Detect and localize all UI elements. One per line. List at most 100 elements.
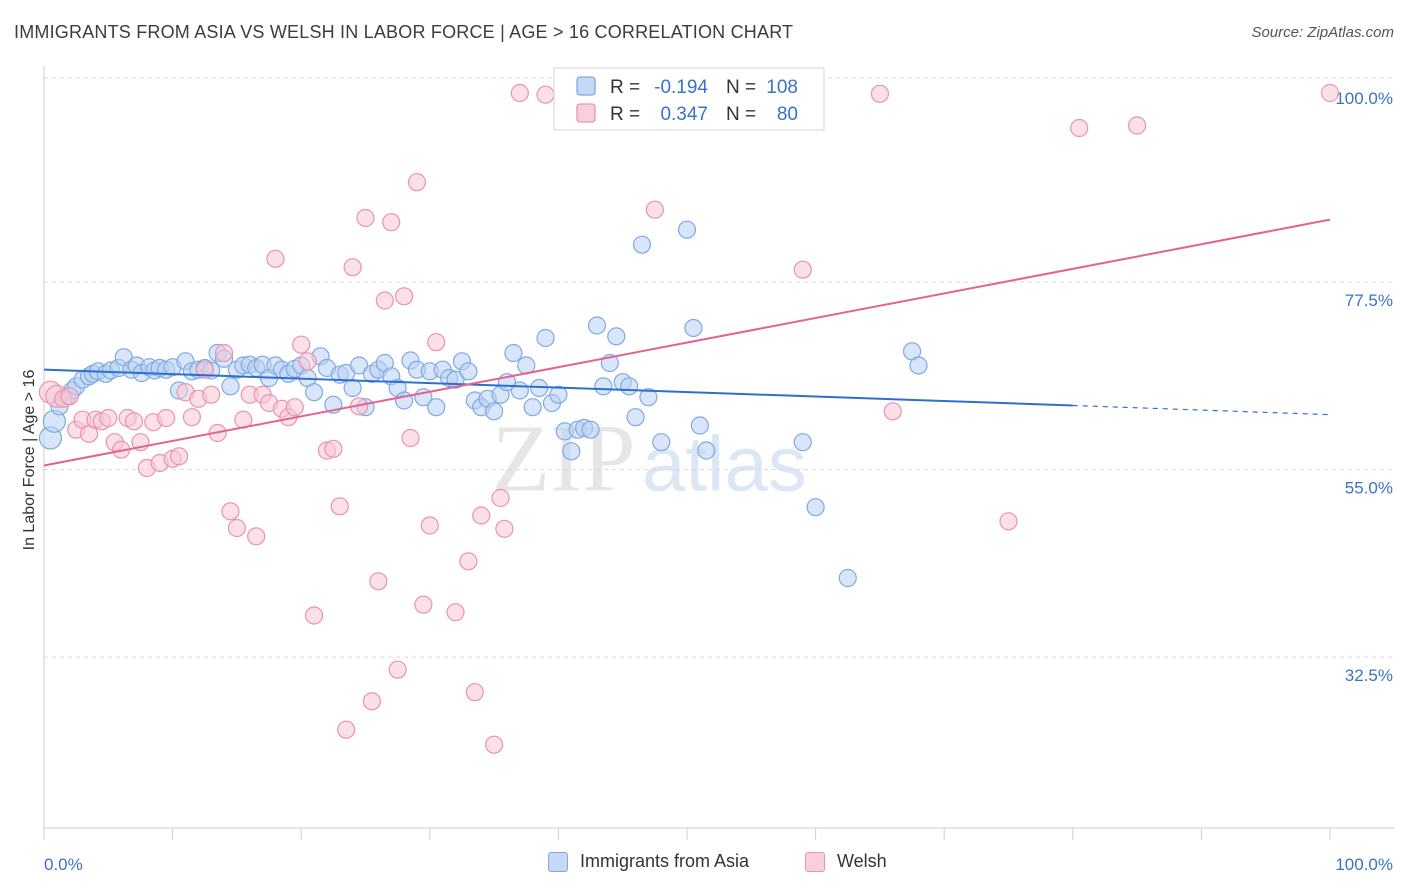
trend-line-welsh: [43, 218, 1331, 467]
data-point-welsh: [247, 527, 266, 546]
data-point-asia: [581, 420, 600, 439]
data-point-asia: [594, 377, 613, 396]
watermark-atlas: atlas: [642, 420, 807, 508]
data-point-welsh: [375, 291, 394, 310]
data-point-asia: [632, 235, 652, 254]
data-point-asia: [677, 220, 697, 239]
data-point-asia: [793, 433, 812, 452]
data-point-welsh: [356, 208, 375, 228]
data-point-welsh: [1127, 116, 1147, 135]
data-point-welsh: [485, 735, 504, 754]
data-point-asia: [343, 378, 362, 398]
y-tick-label: 32.5%: [1345, 666, 1393, 685]
data-point-welsh: [60, 387, 79, 406]
data-point-welsh: [883, 402, 902, 421]
data-point-welsh: [285, 398, 304, 417]
data-point-welsh: [298, 352, 317, 371]
data-point-welsh: [446, 603, 465, 622]
data-point-asia: [806, 498, 825, 517]
data-point-welsh: [202, 385, 221, 404]
data-point-welsh: [292, 335, 311, 354]
stats-r-label: R =: [610, 77, 640, 98]
data-point-asia: [652, 433, 671, 452]
watermark-zip: ZIP: [492, 405, 636, 512]
data-point-welsh: [510, 83, 529, 103]
stats-r-value: 0.347: [660, 104, 708, 125]
data-point-welsh: [645, 200, 664, 219]
stats-n-value: 80: [777, 104, 798, 125]
data-point-welsh: [195, 360, 214, 379]
data-point-welsh: [459, 552, 478, 571]
data-point-asia: [349, 356, 369, 375]
data-point-welsh: [99, 408, 118, 428]
data-point-welsh: [266, 249, 285, 268]
data-point-asia: [523, 398, 542, 417]
trend-line-asia: [43, 368, 1073, 407]
data-point-welsh: [536, 85, 555, 104]
data-point-welsh: [362, 692, 382, 711]
legend-item-asia[interactable]: Immigrants from Asia: [548, 851, 749, 872]
data-point-asia: [549, 385, 568, 404]
data-point-welsh: [214, 343, 234, 363]
data-point-welsh: [1070, 118, 1089, 138]
data-point-welsh: [999, 512, 1018, 531]
data-point-welsh: [157, 408, 176, 428]
data-point-welsh: [382, 213, 401, 232]
data-point-welsh: [491, 488, 510, 508]
data-point-asia: [697, 441, 716, 460]
y-tick-label: 77.5%: [1345, 291, 1393, 310]
legend-label-welsh: Welsh: [837, 851, 887, 871]
data-point-welsh: [465, 683, 484, 702]
data-point-welsh: [414, 595, 433, 614]
data-point-welsh: [427, 333, 446, 352]
legend-swatch-asia: [548, 851, 568, 872]
stats-n-label: N =: [726, 104, 756, 125]
data-point-welsh: [227, 518, 246, 538]
stats-legend: R = -0.194 N = 108 R = 0.347 N = 80: [553, 67, 825, 131]
data-point-welsh: [388, 660, 407, 679]
y-tick-label: 55.0%: [1345, 479, 1393, 498]
trend-line-asia-extension: [1072, 404, 1331, 416]
data-point-asia: [459, 362, 478, 381]
data-point-welsh: [407, 173, 427, 192]
data-point-welsh: [472, 506, 491, 525]
data-point-welsh: [793, 260, 812, 279]
data-point-welsh: [394, 287, 414, 306]
stats-r-value: -0.194: [654, 77, 708, 98]
chart-title: IMMIGRANTS FROM ASIA VS WELSH IN LABOR F…: [14, 22, 794, 42]
data-point-welsh: [343, 258, 362, 277]
data-point-welsh: [304, 606, 324, 625]
data-point-welsh: [221, 502, 240, 521]
y-tick-label: 100.0%: [1335, 89, 1393, 108]
watermark: ZIP atlas: [492, 405, 807, 512]
data-point-welsh: [420, 516, 439, 535]
data-point-welsh: [870, 84, 890, 103]
data-point-asia: [838, 568, 857, 588]
stats-legend-box: [553, 67, 825, 131]
data-point-asia: [562, 442, 581, 461]
chart-legend: Immigrants from Asia Welsh: [0, 851, 1406, 879]
series-welsh: [38, 83, 1340, 754]
data-point-asia: [690, 416, 709, 435]
data-point-welsh: [169, 447, 189, 466]
stats-n-value: 108: [766, 77, 798, 98]
data-point-asia: [607, 327, 626, 346]
x-tick-label: 0.0%: [44, 855, 83, 874]
data-point-welsh: [324, 439, 343, 458]
data-point-asia: [304, 383, 324, 402]
data-point-asia: [427, 398, 446, 417]
data-point-welsh: [182, 408, 201, 427]
data-point-asia: [536, 328, 555, 348]
stats-r-label: R =: [610, 104, 640, 125]
series-asia: [38, 220, 928, 588]
data-point-asia: [587, 316, 607, 335]
legend-swatch-welsh: [805, 851, 825, 872]
legend-item-welsh[interactable]: Welsh: [805, 851, 887, 872]
data-point-welsh: [337, 720, 356, 739]
data-point-welsh: [330, 497, 349, 516]
data-point-asia: [485, 402, 504, 421]
data-point-asia: [639, 388, 658, 407]
data-point-welsh: [369, 572, 388, 591]
data-point-asia: [909, 356, 928, 375]
